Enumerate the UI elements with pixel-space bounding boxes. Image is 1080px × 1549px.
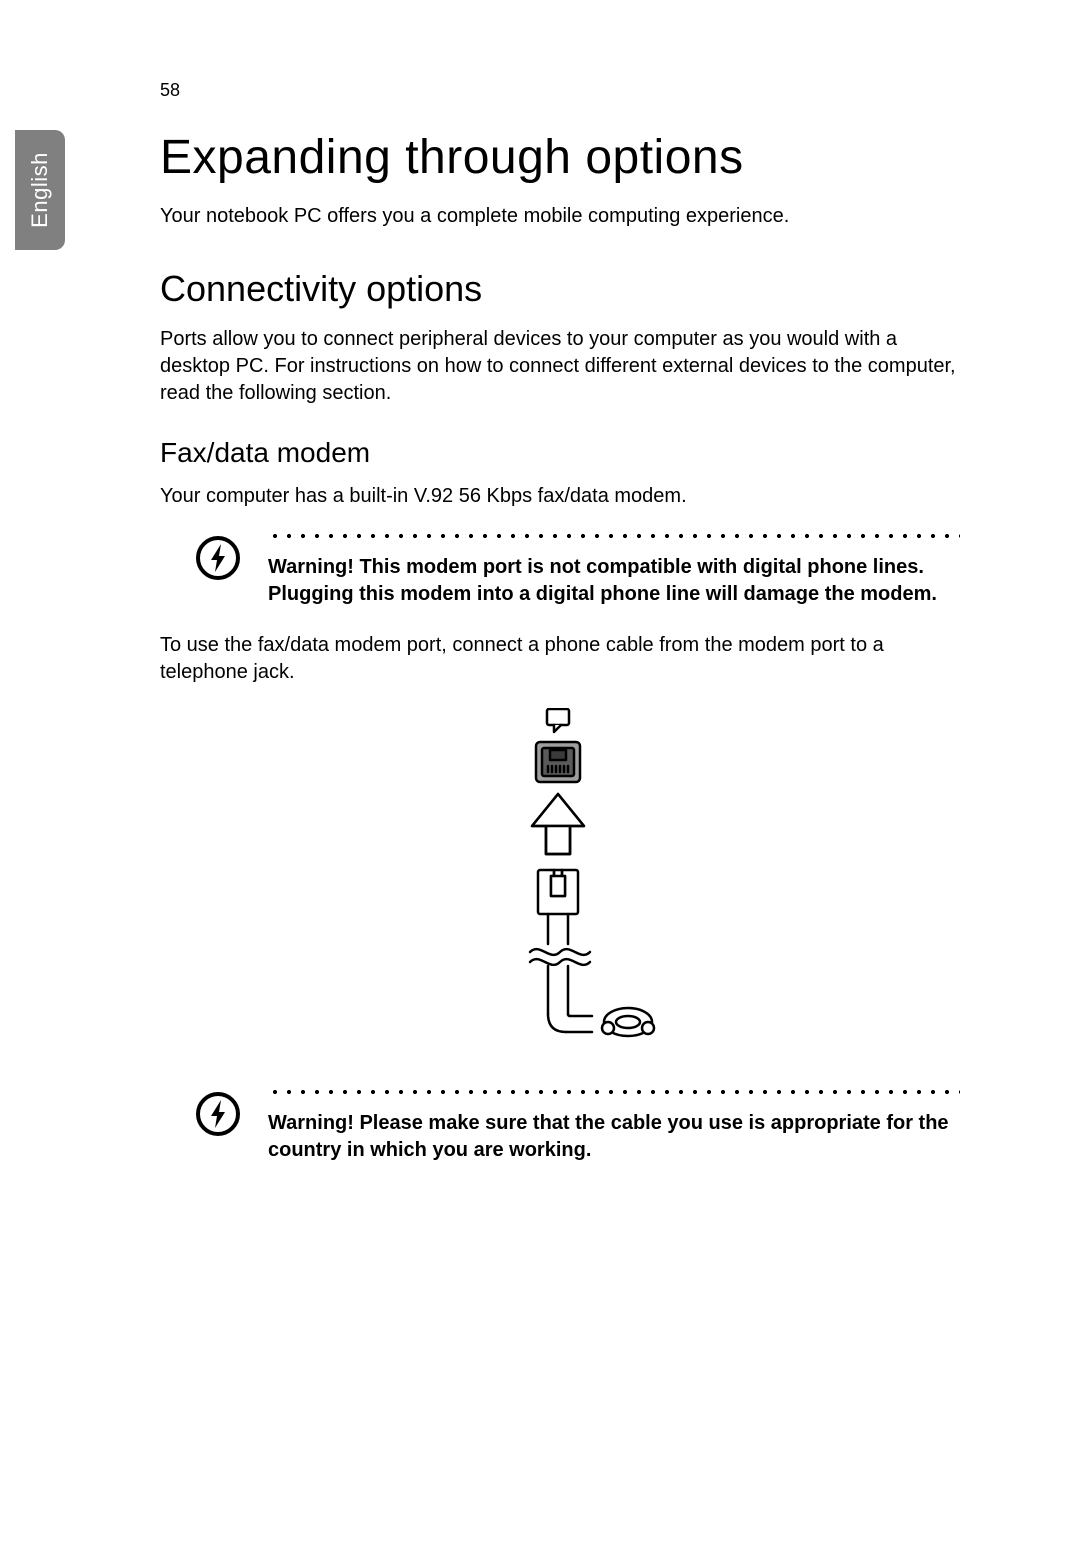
language-tab: English	[15, 130, 65, 250]
paragraph-intro: Your notebook PC offers you a complete m…	[160, 203, 960, 230]
warning-block-2: Warning! Please make sure that the cable…	[194, 1088, 960, 1164]
page-content: Expanding through options Your notebook …	[160, 130, 960, 1164]
language-tab-label: English	[27, 152, 53, 228]
page: 58 English Expanding through options You…	[0, 0, 1080, 1549]
paragraph-connectivity: Ports allow you to connect peripheral de…	[160, 326, 960, 407]
modem-cable-diagram	[160, 708, 960, 1068]
paragraph-modem-intro: Your computer has a built-in V.92 56 Kbp…	[160, 483, 960, 510]
dotted-divider	[268, 1088, 960, 1096]
warning-icon	[194, 534, 242, 587]
warning-content-2: Warning! Please make sure that the cable…	[268, 1088, 960, 1164]
warning-block-1: Warning! This modem port is not compatib…	[194, 532, 960, 608]
dotted-divider	[268, 532, 960, 540]
paragraph-modem-usage: To use the fax/data modem port, connect …	[160, 632, 960, 686]
warning-icon	[194, 1090, 242, 1143]
heading-h1: Expanding through options	[160, 130, 960, 185]
page-number: 58	[160, 80, 180, 101]
heading-h2: Connectivity options	[160, 268, 960, 310]
warning-text-2: Warning! Please make sure that the cable…	[268, 1110, 960, 1164]
warning-content-1: Warning! This modem port is not compatib…	[268, 532, 960, 608]
warning-text-1: Warning! This modem port is not compatib…	[268, 554, 960, 608]
heading-h3: Fax/data modem	[160, 437, 960, 469]
